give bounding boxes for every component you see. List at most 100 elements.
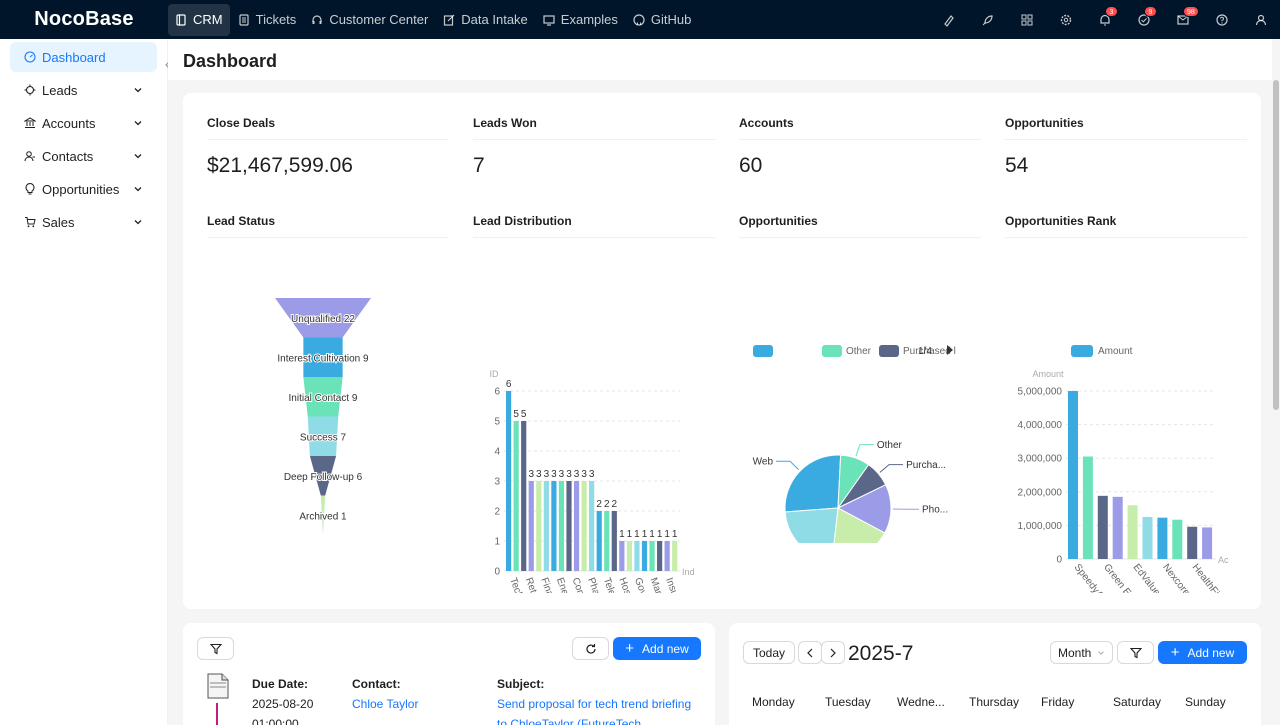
edit-icon: [444, 14, 455, 26]
sidebar-item-accounts[interactable]: Accounts: [10, 108, 157, 138]
lead-distribution-chart: 0123456IDInd65533333333322211111111Techn…: [490, 369, 695, 593]
bar-value-label: 1: [627, 529, 633, 540]
page-scrollbar[interactable]: [1272, 39, 1280, 725]
legend-label: Purchased l: [903, 346, 956, 357]
grid-icon: [1021, 14, 1032, 25]
book-icon: [176, 13, 186, 26]
y-tick-label: 4: [494, 447, 500, 458]
scrollbar-thumb[interactable]: [1273, 80, 1279, 410]
bar: [641, 541, 648, 571]
plugin-button[interactable]: [968, 0, 1007, 39]
y-tick-label: 4,000,000: [1018, 420, 1063, 431]
bar: [536, 481, 542, 571]
bar: [1202, 527, 1213, 559]
settings-button[interactable]: [1046, 0, 1085, 39]
nav-item-crm[interactable]: CRM: [168, 3, 230, 36]
legend-swatch: [753, 345, 773, 357]
bar-value-label: 1: [672, 529, 678, 540]
bar-value-label: 6: [506, 379, 512, 390]
app-logo[interactable]: NocoBase: [34, 8, 134, 30]
nav-item-customer-center[interactable]: Customer Center: [304, 4, 435, 36]
contact-link[interactable]: Chloe Taylor: [352, 697, 419, 711]
tasks-button[interactable]: 9: [1124, 0, 1163, 39]
chevron-down-icon: [133, 118, 143, 128]
funnel-label: Interest Cultivation 9: [277, 353, 369, 364]
bar: [528, 481, 534, 571]
bar: [649, 541, 655, 571]
highlighter-icon: [943, 14, 954, 27]
mail-button[interactable]: 98: [1163, 0, 1202, 39]
funnel-segment: [307, 416, 339, 456]
bar: [513, 421, 519, 571]
bar: [581, 481, 587, 571]
sidebar-item-opportunities[interactable]: Opportunities: [10, 174, 157, 204]
funnel-label: Deep Follow-up 6: [284, 472, 363, 483]
bar-value-label: 1: [619, 529, 625, 540]
subject-link-cont[interactable]: to ChloeTaylor (FutureTech: [497, 717, 642, 725]
sidebar-item-label: Sales: [42, 214, 75, 230]
desktop-icon: [543, 14, 555, 26]
chart-title: Opportunities Rank: [1005, 214, 1247, 238]
legend-next-icon: [947, 345, 953, 355]
dashboard-icon: [24, 51, 36, 63]
refresh-button[interactable]: [572, 637, 609, 660]
x-tick-label: HealthFirst Pha...: [1190, 562, 1246, 593]
check-circle-icon: [1137, 13, 1150, 26]
view-select[interactable]: Month: [1050, 641, 1113, 664]
dashboard-card: Close Deals $21,467,599.06 Leads Won 7 A…: [183, 93, 1261, 609]
sidebar-item-sales[interactable]: Sales: [10, 207, 157, 237]
funnel-segment: [320, 495, 326, 535]
sidebar-item-label: Accounts: [42, 115, 96, 131]
bar: [672, 541, 678, 571]
pie-slice-label: Other: [877, 440, 903, 451]
filter-button[interactable]: [197, 637, 234, 660]
sidebar-item-label: Opportunities: [42, 181, 120, 197]
apps-button[interactable]: [1007, 0, 1046, 39]
top-nav: CRM Tickets Customer Center Data Intake …: [168, 0, 699, 39]
stat-value: 54: [1005, 154, 1029, 177]
y-tick-label: 6: [494, 387, 500, 398]
subject-link[interactable]: Send proposal for tech trend briefing: [497, 697, 692, 711]
calendar-add-new-button[interactable]: + Add new: [1158, 641, 1247, 664]
highlight-button[interactable]: [929, 0, 968, 39]
bar-value-label: 1: [664, 529, 670, 540]
bar: [1082, 456, 1093, 559]
funnel-label: Unqualified 22: [291, 314, 355, 325]
next-month-button[interactable]: [821, 641, 845, 664]
chevron-left-icon: [807, 648, 813, 657]
user-button[interactable]: [1241, 0, 1280, 39]
prev-month-button[interactable]: [798, 641, 822, 664]
nav-item-examples[interactable]: Examples: [536, 4, 625, 36]
sidebar-item-leads[interactable]: Leads: [10, 75, 157, 105]
funnel-label: Success 7: [300, 432, 347, 443]
question-icon: [1215, 13, 1228, 26]
nav-item-label: GitHub: [650, 12, 692, 27]
weekday-header: Saturday: [1113, 695, 1162, 709]
pie-slice: [784, 507, 839, 543]
bar: [521, 421, 527, 571]
nav-item-data-intake[interactable]: Data Intake: [436, 4, 535, 36]
pie-leader-line: [879, 464, 904, 473]
add-new-button[interactable]: + Add new: [613, 637, 701, 660]
notification-badge: 3: [1105, 6, 1118, 17]
pie-leader-line: [855, 444, 874, 457]
today-button[interactable]: Today: [743, 641, 795, 664]
sidebar-item-contacts[interactable]: Contacts: [10, 141, 157, 171]
sidebar-item-dashboard[interactable]: Dashboard: [10, 42, 157, 72]
bar-value-label: 1: [634, 529, 640, 540]
bar: [657, 541, 663, 571]
weekday-header: Thursday: [969, 695, 1020, 709]
y-tick-label: 2: [494, 507, 500, 518]
weekday-header: Wedne...: [897, 695, 945, 709]
pie-slice: [784, 454, 842, 513]
stat-title: Close Deals: [207, 116, 449, 140]
calendar-filter-button[interactable]: [1117, 641, 1154, 664]
aim-icon: [24, 84, 36, 96]
help-button[interactable]: [1202, 0, 1241, 39]
nav-item-github[interactable]: GitHub: [626, 4, 698, 36]
stat-close-deals: Close Deals $21,467,599.06: [207, 116, 449, 178]
nav-item-tickets[interactable]: Tickets: [231, 4, 304, 36]
bar-value-label: 2: [604, 499, 610, 510]
notifications-button[interactable]: 3: [1085, 0, 1124, 39]
y-tick-label: 1,000,000: [1018, 521, 1063, 532]
